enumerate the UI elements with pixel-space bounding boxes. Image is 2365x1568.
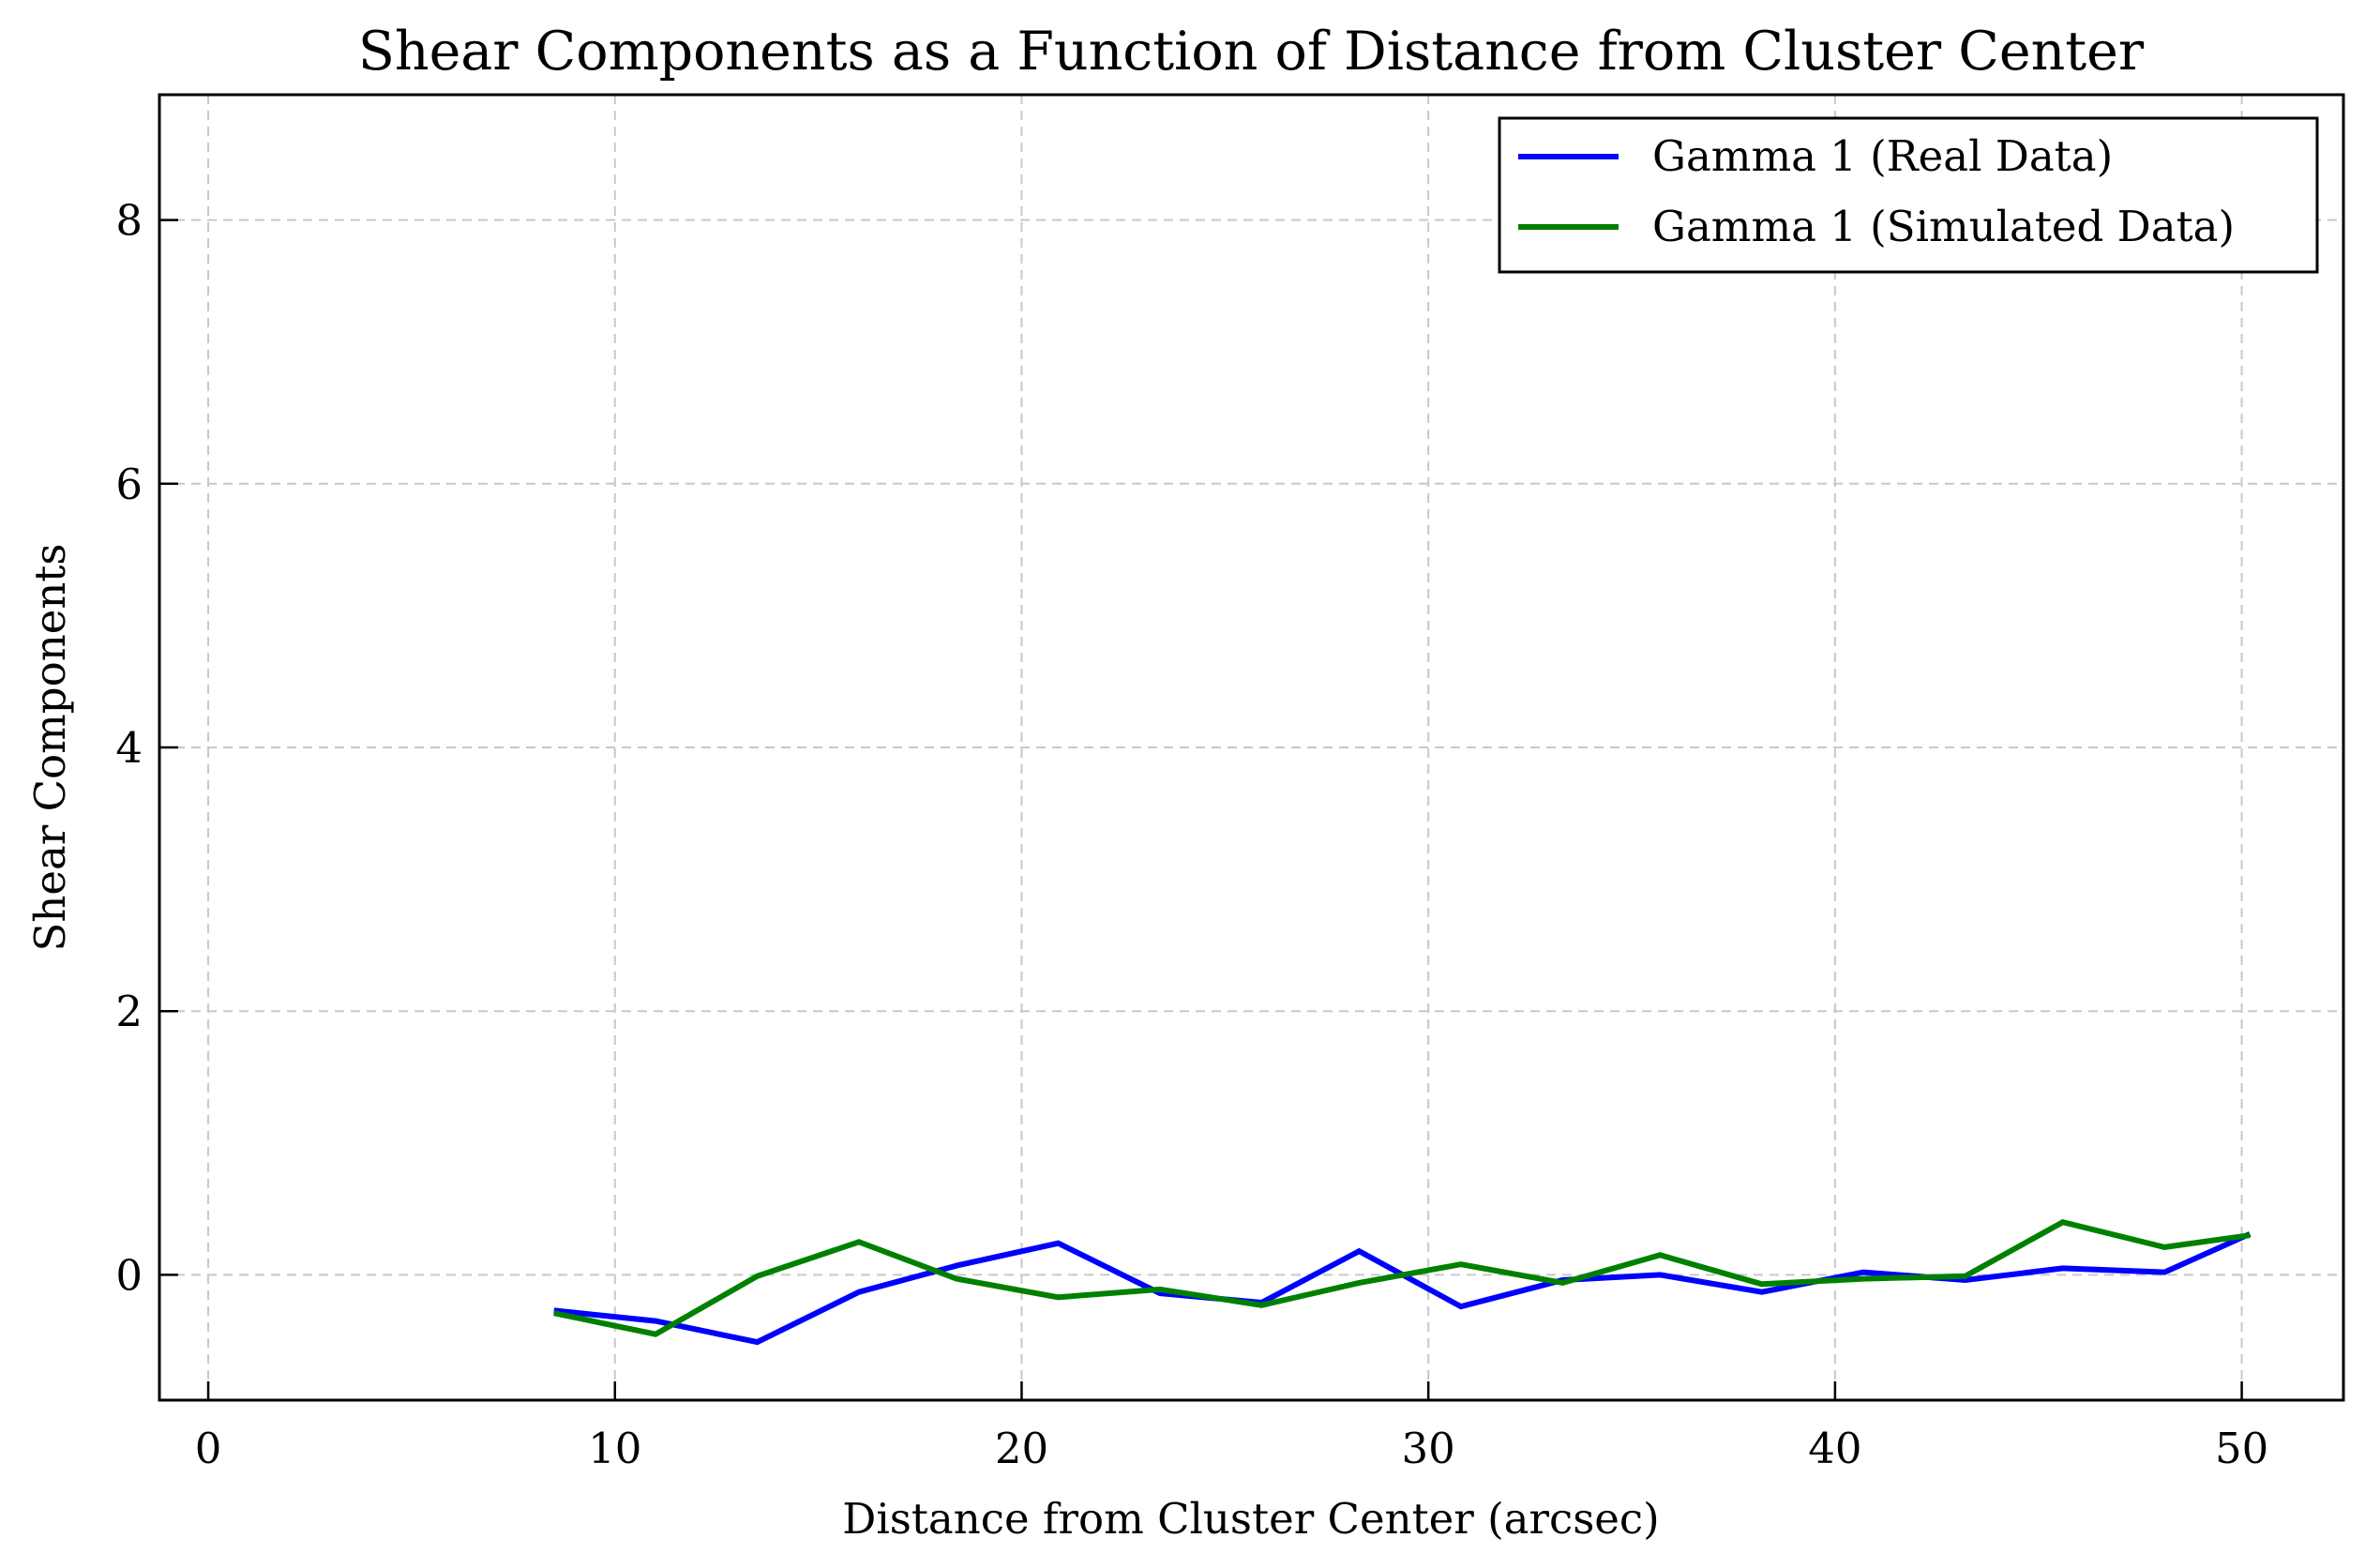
y-tick-label: 2 — [115, 987, 143, 1036]
y-tick-label: 8 — [115, 196, 143, 246]
legend-label: Gamma 1 (Real Data) — [1652, 131, 2113, 181]
x-tick-label: 0 — [195, 1424, 222, 1473]
x-tick-label: 20 — [995, 1424, 1048, 1473]
grid — [159, 95, 2343, 1400]
series-lines — [553, 1219, 2252, 1346]
legend-box — [1498, 116, 2319, 274]
series-line-1 — [553, 1231, 2252, 1346]
x-tick-label: 10 — [588, 1424, 641, 1473]
x-axis-label: Distance from Cluster Center (arcsec) — [842, 1494, 1659, 1544]
y-tick-label: 4 — [115, 723, 143, 773]
axis-ticks: 0 10 20 30 40 50 0 2 4 6 8 — [115, 196, 2268, 1473]
x-tick-label: 40 — [1808, 1424, 1861, 1473]
legend: Gamma 1 (Real Data) Gamma 1 (Simulated Da… — [1498, 116, 2319, 274]
series-line-2 — [553, 1219, 2251, 1337]
chart-title: Shear Components as a Function of Distan… — [358, 21, 2145, 83]
y-tick-label: 6 — [115, 460, 143, 509]
legend-items: Gamma 1 (Real Data) Gamma 1 (Simulated Da… — [1518, 131, 2235, 251]
x-tick-label: 30 — [1402, 1424, 1455, 1473]
x-tick-label: 50 — [2215, 1424, 2268, 1473]
y-axis-label: Shear Components — [25, 544, 75, 952]
y-tick-label: 0 — [115, 1250, 143, 1300]
legend-label: Gamma 1 (Simulated Data) — [1652, 202, 2235, 251]
